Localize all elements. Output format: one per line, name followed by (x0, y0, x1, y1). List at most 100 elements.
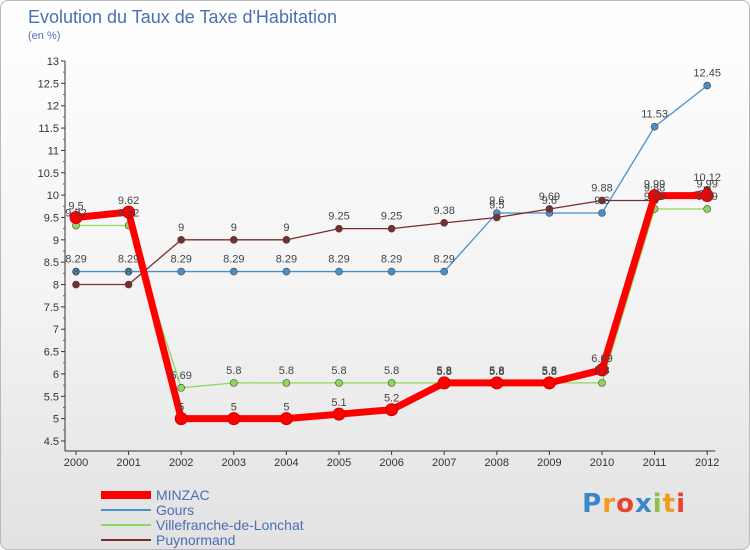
y-tick-label: 9 (53, 235, 59, 247)
data-label-gours: 9.6 (594, 195, 609, 207)
data-point-gours (598, 209, 606, 217)
data-point-gours (230, 267, 238, 276)
data-point-puynormand (124, 280, 133, 289)
legend-item: Gours (101, 502, 304, 517)
data-point-gours (650, 122, 659, 131)
data-point-puynormand (545, 205, 554, 213)
data-label-villefranche-de-lonchat: 9.69 (696, 191, 717, 203)
data-point-minzac (332, 407, 346, 421)
legend-label: Villefranche-de-Lonchat (156, 516, 304, 533)
data-label-minzac: 5.2 (384, 393, 399, 405)
legend-item: MINZAC (101, 487, 304, 502)
data-point-villefranche-de-lonchat (703, 205, 712, 213)
legend-swatch (101, 508, 151, 511)
y-tick-label: 5 (53, 414, 59, 426)
data-label-gours: 8.29 (433, 254, 454, 266)
x-tick-label: 2006 (379, 457, 403, 469)
data-label-gours: 9.6 (489, 195, 504, 207)
series-line-gours (75, 84, 708, 273)
data-label-minzac: 5.8 (489, 366, 504, 378)
data-label-villefranche-de-lonchat: 9.32 (118, 208, 139, 220)
data-label-gours: 9.6 (542, 195, 557, 207)
x-tick-label: 2004 (274, 457, 298, 469)
data-point-gours (703, 81, 712, 90)
data-label-villefranche-de-lonchat: 5.8 (542, 365, 557, 377)
data-point-minzac (122, 205, 136, 219)
y-tick-label: 10 (47, 190, 59, 202)
data-point-minzac (595, 363, 609, 377)
data-label-villefranche-de-lonchat: 5.8 (489, 365, 504, 377)
x-tick-label: 2008 (485, 457, 509, 469)
x-tick-label: 2007 (432, 457, 456, 469)
data-label-villefranche-de-lonchat: 5.8 (437, 365, 452, 377)
data-label-villefranche-de-lonchat: 5.8 (594, 365, 609, 377)
data-label-minzac: 9.5 (68, 200, 83, 212)
proxiti-logo: Proxiti (582, 489, 686, 519)
y-tick-label: 6.5 (44, 347, 59, 359)
chart-title: Evolution du Taux de Taxe d'Habitation (28, 7, 337, 27)
data-label-villefranche-de-lonchat: 9.32 (65, 208, 86, 220)
data-point-gours (124, 267, 133, 276)
data-point-gours (72, 267, 80, 276)
legend-label: Gours (156, 501, 195, 518)
x-tick-label: 2011 (643, 457, 667, 469)
data-label-minzac: 5.8 (437, 366, 452, 378)
data-point-gours (440, 267, 449, 276)
legend-swatch (101, 490, 151, 499)
y-tick-label: 12 (47, 101, 59, 113)
data-point-minzac (542, 376, 556, 390)
data-point-puynormand (282, 236, 291, 244)
x-tick-label: 2001 (116, 457, 140, 469)
data-label-puynormand: 9.38 (433, 205, 454, 217)
data-point-villefranche-de-lonchat (335, 379, 343, 387)
data-label-gours: 8.29 (223, 254, 244, 266)
x-tick-label: 2010 (590, 457, 614, 469)
legend-item: Puynormand (101, 532, 304, 547)
data-point-minzac (69, 210, 83, 224)
legend: MINZAC Gours Villefranche-de-Lonchat Puynor… (101, 487, 304, 547)
y-tick-label: 7.5 (44, 302, 59, 314)
data-point-puynormand (335, 224, 343, 233)
data-label-minzac: 5 (283, 402, 289, 414)
data-label-minzac: 5.1 (331, 397, 346, 409)
data-label-puynormand: 9 (178, 222, 184, 234)
data-point-minzac (700, 189, 714, 203)
data-label-puynormand: 9 (231, 222, 237, 234)
y-tick-label: 7 (53, 324, 59, 336)
y-tick-label: 5.5 (44, 391, 59, 403)
y-tick-label: 10.5 (38, 168, 59, 180)
legend-label: Puynormand (156, 531, 236, 548)
data-label-minzac: 5.8 (542, 366, 557, 378)
data-point-gours (335, 267, 343, 276)
data-point-villefranche-de-lonchat (177, 383, 185, 392)
data-point-puynormand (230, 236, 238, 244)
data-label-villefranche-de-lonchat: 5.8 (279, 365, 294, 377)
y-axis-unit: (en %) (28, 30, 61, 42)
data-label-villefranche-de-lonchat: 5.69 (170, 370, 191, 382)
legend-swatch (101, 523, 151, 526)
data-point-puynormand (177, 236, 185, 244)
legend-item: Villefranche-de-Lonchat (101, 517, 304, 532)
data-label-puynormand: 10.12 (693, 172, 721, 184)
data-point-villefranche-de-lonchat (387, 379, 396, 387)
data-point-gours (177, 267, 185, 276)
data-label-puynormand: 8 (73, 267, 79, 279)
data-point-minzac (490, 376, 504, 390)
data-point-gours (387, 267, 396, 276)
legend-swatch (101, 538, 151, 541)
y-tick-label: 13 (47, 56, 59, 68)
data-point-gours (282, 267, 291, 276)
data-point-puynormand (72, 280, 80, 289)
data-label-gours: 8.29 (170, 254, 191, 266)
data-point-puynormand (440, 219, 449, 227)
data-point-villefranche-de-lonchat (230, 379, 238, 387)
data-label-gours: 8.29 (276, 254, 297, 266)
data-label-gours: 8.29 (65, 254, 86, 266)
legend-label: MINZAC (156, 486, 210, 503)
x-tick-label: 2012 (695, 457, 719, 469)
data-label-gours: 8.29 (381, 254, 402, 266)
data-label-villefranche-de-lonchat: 5.8 (226, 365, 241, 377)
data-label-puynormand: 9.5 (489, 199, 504, 211)
data-point-puynormand (387, 224, 396, 233)
